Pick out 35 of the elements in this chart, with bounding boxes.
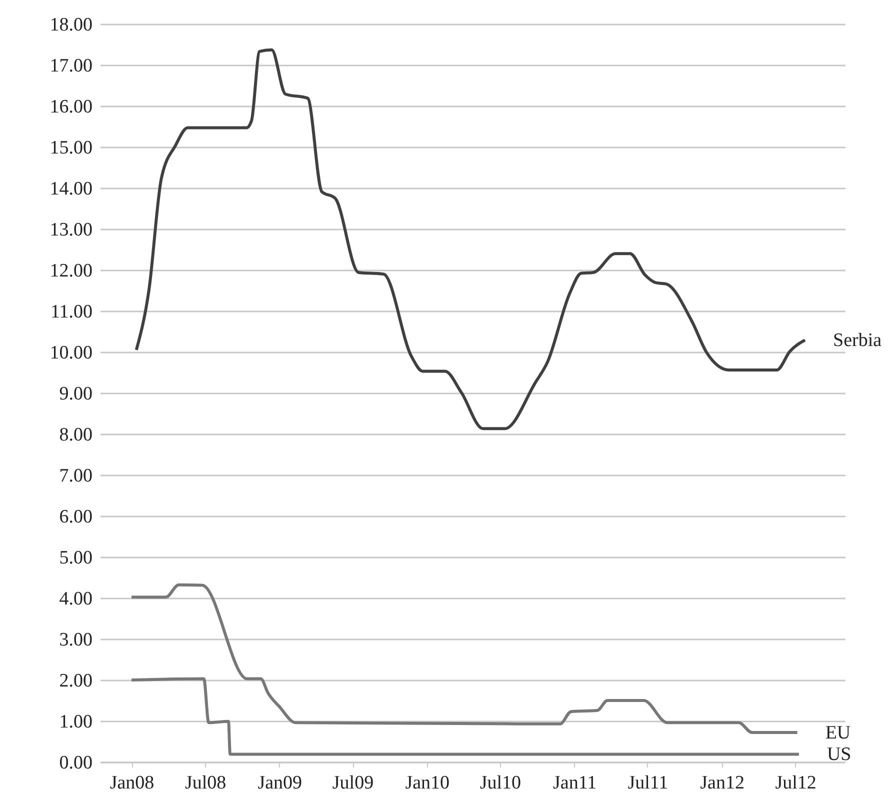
y-tick-label: 12.00 — [50, 260, 92, 282]
y-tick-label: 6.00 — [59, 506, 92, 528]
y-tick-label: 0.00 — [59, 752, 92, 774]
y-tick-label: 14.00 — [50, 178, 92, 200]
x-tick-label: Jan09 — [258, 772, 302, 794]
x-tick-label: Jan11 — [553, 772, 597, 794]
y-tick-label: 5.00 — [59, 548, 92, 568]
y-tick-label: 7.00 — [59, 466, 92, 486]
y-tick-label: 13.00 — [50, 220, 92, 240]
x-tick-label: Jul09 — [332, 772, 374, 794]
y-tick-label: 9.00 — [59, 384, 92, 404]
series-label: Serbia — [833, 330, 882, 352]
y-tick-label: 16.00 — [50, 96, 92, 118]
line-series — [130, 677, 800, 756]
y-tick-label: 15.00 — [50, 138, 92, 158]
x-tick-label: Jul10 — [480, 772, 522, 794]
x-tick-label: Jan08 — [110, 772, 154, 794]
y-tick-label: 11.00 — [50, 302, 92, 322]
y-tick-label: 3.00 — [59, 630, 92, 650]
y-tick-label: 17.00 — [50, 56, 92, 76]
y-tick-label: 8.00 — [59, 424, 92, 446]
series-label: US — [826, 744, 852, 766]
y-tick-label: 10.00 — [50, 342, 92, 364]
x-tick-label: Jul12 — [775, 772, 816, 794]
x-tick-label: Jul11 — [628, 772, 668, 794]
series-label: EU — [825, 722, 851, 744]
x-tick-label: Jan12 — [700, 772, 744, 794]
y-tick-label: 2.00 — [59, 670, 92, 692]
y-tick-label: 18.00 — [50, 14, 92, 36]
x-tick-label: Jan10 — [405, 772, 450, 794]
x-tick-label: Jul08 — [184, 772, 226, 794]
line-series — [130, 583, 799, 734]
line-series — [134, 48, 807, 430]
y-tick-label: 1.00 — [59, 712, 92, 732]
y-tick-label: 4.00 — [59, 588, 92, 610]
